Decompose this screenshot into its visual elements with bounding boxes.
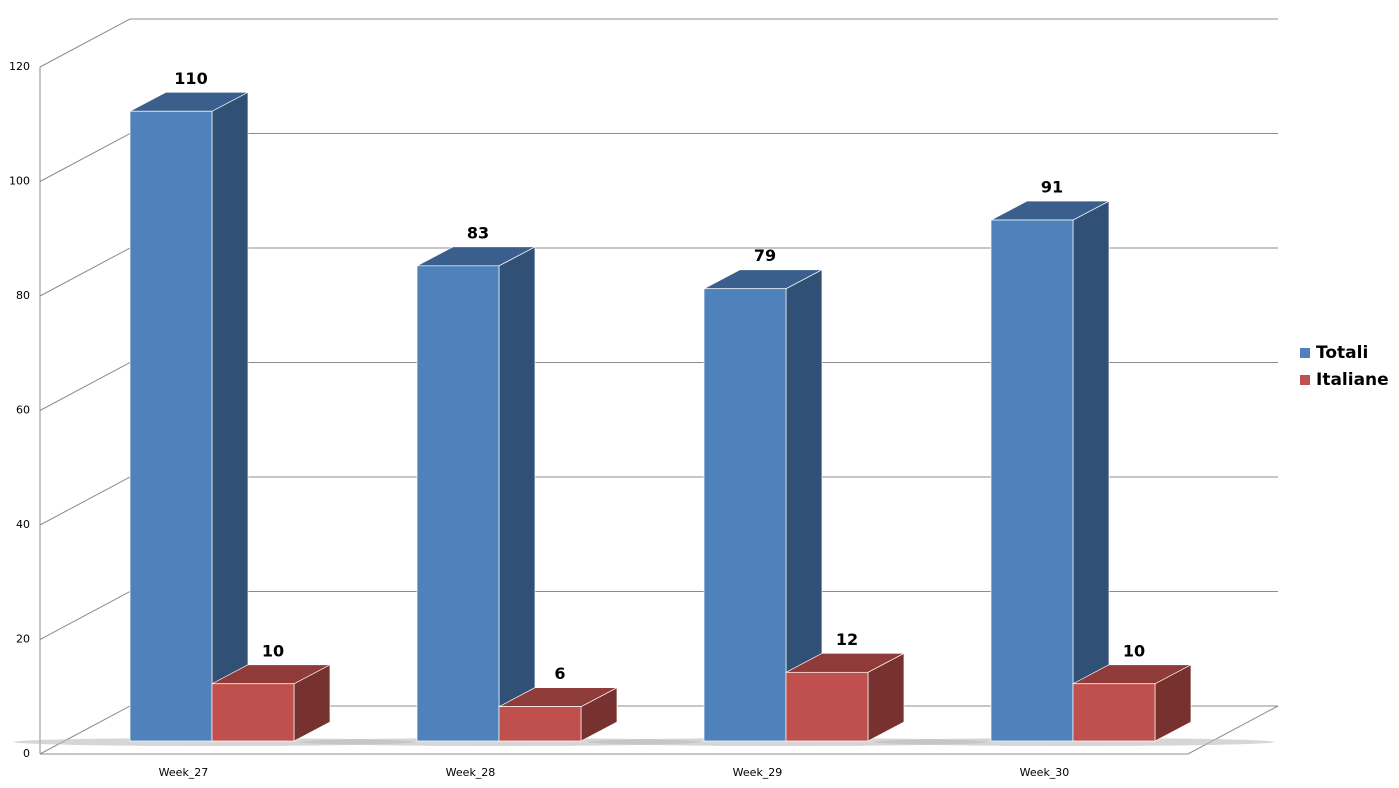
y-tick-label: 120 bbox=[9, 60, 30, 73]
bar bbox=[129, 91, 249, 742]
bar-front bbox=[990, 219, 1074, 742]
grid-line bbox=[39, 247, 131, 297]
floor bbox=[40, 705, 1279, 755]
y-tick-label: 60 bbox=[16, 404, 30, 417]
data-label: 110 bbox=[174, 69, 207, 88]
data-label: 10 bbox=[262, 641, 284, 660]
bar bbox=[498, 687, 618, 742]
bar-front bbox=[211, 683, 295, 742]
data-label: 91 bbox=[1041, 178, 1063, 197]
grid-line bbox=[39, 476, 131, 526]
shadow bbox=[300, 738, 701, 746]
bar bbox=[990, 200, 1110, 742]
legend-label: Totali bbox=[1316, 343, 1368, 363]
y-tick-label: 0 bbox=[23, 747, 30, 760]
x-tick-label: Week_30 bbox=[1020, 766, 1070, 779]
legend-swatch bbox=[1300, 348, 1310, 358]
shadow bbox=[587, 738, 988, 746]
data-label: 6 bbox=[554, 664, 565, 683]
y-tick-label: 80 bbox=[16, 289, 30, 302]
bar-side bbox=[1072, 200, 1110, 742]
bar bbox=[703, 269, 823, 742]
bar bbox=[416, 246, 536, 742]
bar-side bbox=[498, 246, 536, 742]
grid-line bbox=[39, 133, 131, 182]
bar bbox=[785, 652, 905, 742]
y-tick-label: 100 bbox=[9, 175, 30, 188]
data-label: 83 bbox=[467, 223, 489, 242]
bar-front bbox=[129, 110, 213, 742]
data-label: 10 bbox=[1123, 641, 1145, 660]
x-tick-label: Week_28 bbox=[446, 766, 496, 779]
grid-line bbox=[39, 18, 131, 68]
x-tick-label: Week_29 bbox=[733, 766, 783, 779]
data-label: 79 bbox=[754, 246, 776, 265]
bar-front bbox=[498, 706, 582, 742]
bar-front bbox=[416, 265, 500, 742]
bar-side bbox=[211, 91, 249, 742]
data-label: 12 bbox=[836, 630, 858, 649]
x-tick-label: Week_27 bbox=[159, 766, 209, 779]
shadow bbox=[874, 738, 1275, 746]
bar-front bbox=[1072, 683, 1156, 742]
shadow bbox=[13, 738, 414, 746]
y-tick-label: 20 bbox=[16, 633, 30, 646]
grid-line bbox=[39, 362, 131, 411]
bar bbox=[1072, 664, 1192, 742]
legend-label: Italiane bbox=[1316, 370, 1389, 390]
bar-front bbox=[703, 288, 787, 742]
bar-front bbox=[785, 671, 869, 742]
bar bbox=[211, 664, 331, 742]
y-tick-label: 40 bbox=[16, 518, 30, 531]
grid-line bbox=[39, 591, 131, 640]
grid-line bbox=[39, 705, 131, 755]
legend-swatch bbox=[1300, 375, 1310, 385]
